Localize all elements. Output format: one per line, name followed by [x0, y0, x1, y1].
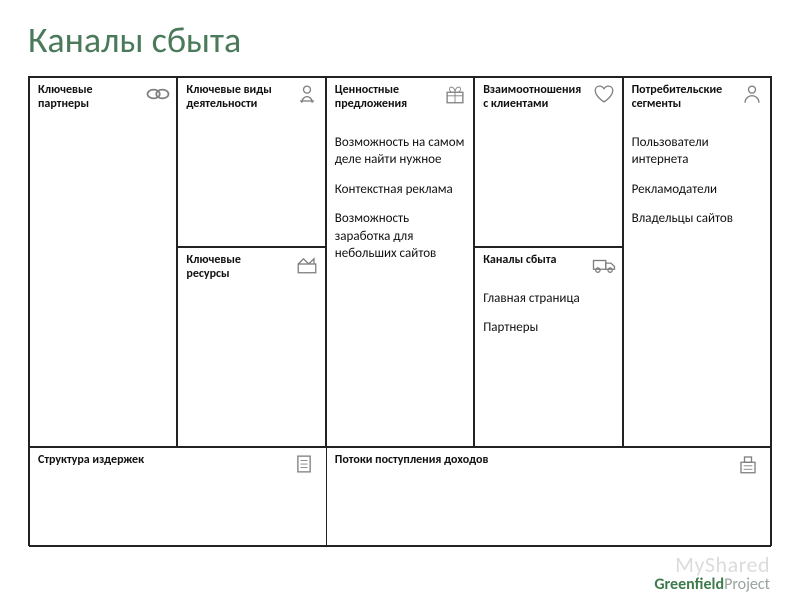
- cell-channels: Каналы сбыта Главная страница Партнеры: [474, 247, 622, 447]
- cell-customer-segments: Потребительские сегменты Пользователи ин…: [623, 77, 771, 447]
- business-model-canvas: Ключевые партнеры Ключевые виды деятельн…: [28, 76, 772, 546]
- body-line: Владельцы сайтов: [632, 210, 762, 228]
- document-icon: [290, 452, 318, 476]
- truck-icon: [590, 252, 618, 276]
- body-line: Партнеры: [483, 319, 613, 337]
- page-title: Каналы сбыта: [28, 18, 772, 62]
- cell-key-partners: Ключевые партнеры: [29, 77, 177, 447]
- body-line: Контекстная реклама: [335, 181, 465, 199]
- cell-body: Возможность на самом деле найти нужное К…: [335, 134, 465, 263]
- cell-body: Главная страница Партнеры: [483, 290, 613, 337]
- cell-label: Потоки поступления доходов: [335, 454, 762, 468]
- cell-label: Структура издержек: [38, 454, 318, 468]
- cell-revenue-streams: Потоки поступления доходов: [326, 447, 771, 547]
- brand-strong: Greenfield: [654, 575, 724, 594]
- body-line: Главная страница: [483, 290, 613, 308]
- cell-key-resources: Ключевые ресурсы: [177, 247, 325, 447]
- watermark: MyShared: [675, 551, 770, 578]
- body-line: Возможность на самом деле найти нужное: [335, 134, 465, 169]
- worker-icon: [293, 82, 321, 106]
- cell-customer-relationships: Взаимоотношения с клиентами: [474, 77, 622, 247]
- link-rings-icon: [144, 82, 172, 106]
- cell-value-propositions: Ценностные предложения Возможность на са…: [326, 77, 474, 447]
- body-line: Пользователи интернета: [632, 134, 762, 169]
- cell-body: Пользователи интернета Рекламодатели Вла…: [632, 134, 762, 228]
- body-line: Возможность заработка для небольших сайт…: [335, 210, 465, 263]
- person-icon: [738, 82, 766, 106]
- brand-light: Project: [724, 575, 770, 594]
- cell-key-activities: Ключевые виды деятельности: [177, 77, 325, 247]
- cell-cost-structure: Структура издержек: [29, 447, 326, 547]
- factory-icon: [293, 252, 321, 276]
- body-line: Рекламодатели: [632, 181, 762, 199]
- slide: Каналы сбыта Ключевые партнеры Ключевые …: [0, 0, 800, 600]
- gift-box-icon: [441, 82, 469, 106]
- cash-register-icon: [734, 452, 762, 476]
- brand-logo: GreenfieldProject: [654, 575, 770, 594]
- heart-icon: [590, 82, 618, 106]
